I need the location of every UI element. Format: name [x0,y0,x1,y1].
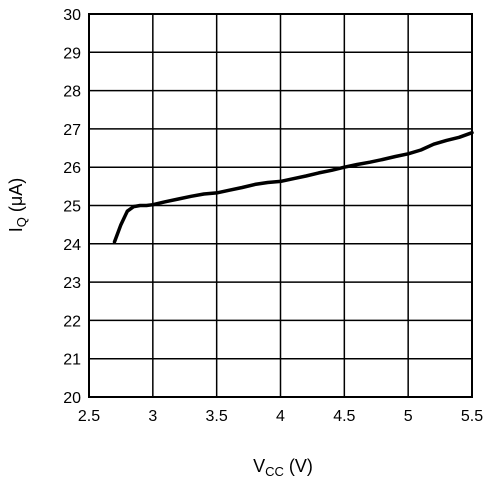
x-tick-label: 2.5 [78,408,100,425]
y-tick-label: 29 [63,45,81,62]
y-tick-label: 25 [63,199,81,216]
y-axis-label-subscript: Q [14,217,29,227]
y-tick-label: 24 [63,237,81,254]
x-tick-labels: 2.5 3 3.5 4 4.5 5 5.5 [78,408,483,425]
y-tick-label: 21 [63,352,81,369]
y-tick-labels: 20 21 22 23 24 25 26 27 28 29 30 [63,7,81,407]
plot-frame [88,13,473,398]
x-tick-label: 3.5 [206,408,228,425]
y-tick-label: 28 [63,84,81,101]
y-axis-label-unit: (μA) [6,178,26,217]
x-axis-label: VCC (V) [253,456,313,479]
x-tick-label: 4.5 [333,408,355,425]
y-tick-label: 26 [63,160,81,177]
y-tick-label: 20 [63,390,81,407]
y-tick-label: 30 [63,7,81,24]
x-axis-label-main: V [253,456,265,476]
x-tick-label: 4 [276,408,285,425]
x-tick-label: 5 [404,408,413,425]
y-tick-label: 27 [63,122,81,139]
y-axis-label: IQ (μA) [6,178,29,233]
y-tick-label: 23 [63,275,81,292]
y-axis-label-main: I [6,227,26,232]
x-axis-label-unit: (V) [284,456,313,476]
x-tick-label: 3 [148,408,157,425]
x-tick-label: 5.5 [461,408,483,425]
x-axis-label-subscript: CC [265,464,284,479]
y-tick-label: 22 [63,313,81,330]
series-line [112,130,474,244]
